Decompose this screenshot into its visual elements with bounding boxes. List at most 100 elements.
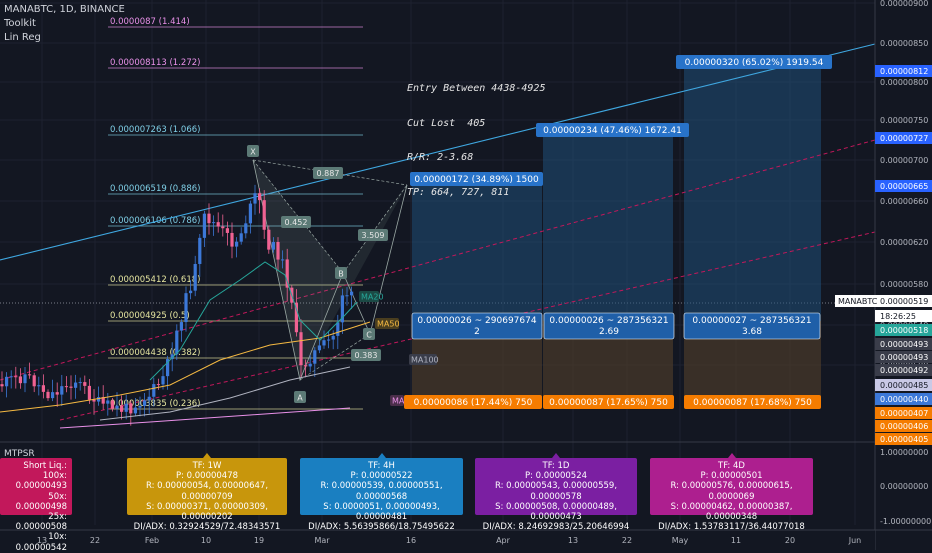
indicator-panel-line: DI/ADX: 1.53783117/36.44077018: [658, 522, 805, 533]
time-tick: 10: [201, 536, 211, 545]
rr-ratio-line: 0.00000026 ~ 290697674: [417, 316, 536, 326]
price-tag: 0.00000407: [880, 409, 928, 418]
time-axis[interactable]: 13 22 Feb 10 19 Mar 16 Apr 13 22 May 11 20 Jun: [0, 529, 932, 550]
candle-body: [166, 359, 170, 377]
candle-body: [322, 340, 326, 346]
pattern-ratio-label: 3.509: [362, 231, 385, 240]
price-tag: 0.00000406: [880, 422, 928, 431]
price-axis-bg: [875, 0, 932, 550]
candle-body: [92, 399, 96, 402]
fib-level-label: 0.000004438 (0.382): [110, 348, 200, 358]
candle-body: [331, 335, 335, 340]
price-tag-bg: [875, 310, 932, 322]
candle-body: [55, 392, 59, 395]
rr-box: [411, 312, 543, 340]
indicator-panel-line: P: 0.00000478: [175, 471, 239, 482]
time-tick: 22: [90, 536, 100, 545]
candle-body: [124, 403, 128, 412]
toolkit-indicator-label[interactable]: Toolkit: [4, 18, 36, 29]
target-label-bg: [676, 55, 832, 69]
candle-body: [184, 293, 188, 323]
candle-body: [175, 330, 179, 355]
regression-upper: [0, 43, 876, 261]
indicator-panel-line: R: 0.00000539, 0.00000551, 0.00000568: [320, 481, 443, 502]
candle-body: [60, 386, 64, 395]
fib-level-label: 0.000003835 (0.236): [110, 399, 200, 409]
candle-body: [230, 232, 234, 247]
candle-body: [78, 382, 82, 384]
fib-level-label: 0.0000087 (1.414): [110, 17, 190, 27]
candle-body: [74, 382, 78, 388]
indicator-panel-line: P: 0.00000522: [350, 471, 413, 482]
candle-body: [258, 193, 262, 201]
pattern-ratio-label: 0.452: [285, 218, 308, 227]
target-zone: [412, 173, 542, 321]
candle-body: [262, 200, 266, 230]
pattern-bd: [342, 184, 408, 274]
candle-body: [120, 405, 124, 412]
indicator-panel-line: TF: 1W: [192, 461, 222, 471]
candle-body: [340, 295, 344, 323]
price-tick: 0.00000700: [880, 156, 928, 165]
rr-ratio-line: 0.00000026 ~ 287356321: [549, 316, 668, 326]
candle-body: [46, 391, 50, 399]
candle-body: [276, 241, 280, 260]
ma-label-bg: [390, 395, 404, 406]
candle-body: [271, 241, 275, 250]
price-tag: 0.00000405: [880, 435, 928, 444]
indicator-panel-line: DI/ADX: 0.32924529/72.48343571: [133, 522, 281, 533]
price-tag: 18:26:25: [880, 312, 916, 321]
stop-label-bg: [543, 395, 674, 409]
pattern-point-label: C: [366, 331, 372, 340]
target-label: 0.00000320 (65.02%) 1919.54: [685, 58, 824, 68]
rr-value-line: 2.69: [599, 327, 619, 337]
candle-body: [179, 322, 183, 331]
price-tag-bg: [875, 420, 932, 432]
indicator-panel-line: R: 0.00000543, 0.00000559, 0.00000578: [494, 481, 618, 502]
price-tag-bg: [875, 324, 932, 336]
indicator-panel-line: 25x: 0.00000508: [15, 512, 67, 533]
time-tick: 13: [568, 536, 578, 545]
price-tick: 0.00000850: [880, 39, 928, 48]
candle-body: [350, 291, 354, 296]
candle-body: [152, 384, 156, 397]
candle-body: [0, 384, 4, 387]
candle-body: [28, 374, 32, 376]
candle-body: [253, 193, 257, 204]
indicator-panel-line: P: 0.00000524: [524, 471, 588, 482]
candle-body: [23, 374, 27, 384]
candle-body: [115, 405, 119, 409]
indicator-title[interactable]: MTPSR: [4, 449, 35, 459]
candle-body: [294, 302, 298, 333]
pattern-point-label: A: [297, 394, 303, 403]
candle-body: [87, 385, 91, 400]
ma-label-bg: [359, 291, 379, 302]
trade-note-line: R/R: 2-3.68: [407, 152, 474, 163]
harmonic-pattern: X A B C 0.887 0.452 3.509 0.383: [247, 145, 408, 403]
ma-label: MA50: [377, 320, 400, 329]
rr-box: [683, 312, 821, 340]
fib-level-label: 0.000004925 (0.5): [110, 311, 190, 321]
pattern-point-label: X: [250, 148, 256, 157]
candle-body: [83, 382, 87, 386]
stop-label: 0.00000087 (17.68%) 750: [693, 398, 812, 408]
regression-mid: [0, 139, 876, 381]
price-axis[interactable]: 0.00000900 0.00000850 0.00000800 0.00000750…: [835, 0, 932, 550]
time-tick: Mar: [314, 536, 330, 545]
indicator-panel-line: S: 0.00000371, 0.00000309, 0.00000202: [146, 501, 268, 523]
candle-body: [202, 213, 206, 238]
pattern-ac: [299, 333, 371, 381]
price-tag-bg: [875, 364, 932, 376]
candle-body: [239, 233, 243, 242]
time-tick: 20: [785, 536, 795, 545]
linreg-indicator-label[interactable]: Lin Reg: [4, 32, 41, 43]
pattern-xd: [252, 159, 408, 186]
symbol-tag-bg: [835, 295, 875, 307]
indicator-panel-line: S: 0.00000508, 0.00000489, 0.00000473: [495, 501, 617, 523]
candle-body: [189, 290, 193, 294]
price-tick: 0.00000900: [880, 0, 928, 8]
candle-body: [51, 392, 55, 399]
time-tick: May: [672, 536, 689, 545]
candle-body: [69, 386, 73, 388]
